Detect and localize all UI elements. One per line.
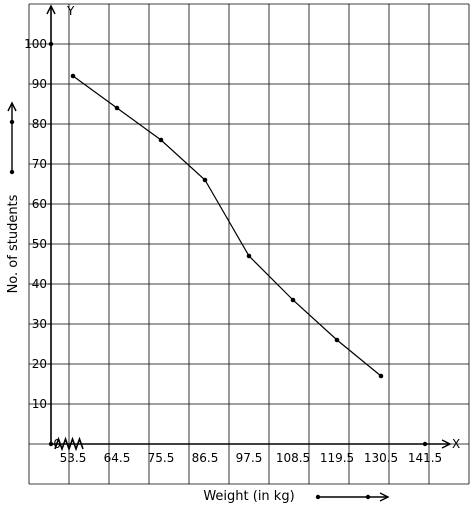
data-point xyxy=(334,337,340,343)
y-tick-label: 40 xyxy=(32,277,47,291)
axis-labels: Y X 0 Weight (in kg) No. of students xyxy=(6,4,460,504)
y-axis-arrowhead xyxy=(46,4,56,15)
axis-break-zigzag xyxy=(54,436,84,452)
tick-labels: 10 20 30 40 50 60 70 80 90 100 53.5 64.5 75.5 86.5 97.… xyxy=(24,37,442,465)
x-tick-label: 75.5 xyxy=(148,451,175,465)
ylabel-arrow-dot xyxy=(9,119,15,125)
data-point xyxy=(378,373,384,379)
y-axis-title: No. of students xyxy=(6,194,21,293)
x-tick-label: 53.5 xyxy=(60,451,87,465)
x-axis-end-dot xyxy=(422,441,428,447)
direction-arrows xyxy=(7,101,390,502)
data-point xyxy=(202,177,208,183)
y-tick-label: 10 xyxy=(32,397,47,411)
xlabel-arrow-head xyxy=(379,492,390,502)
x-tick-label: 141.5 xyxy=(408,451,442,465)
data-point xyxy=(158,137,164,143)
ylabel-arrow-head xyxy=(7,101,17,112)
x-tick-label: 119.5 xyxy=(320,451,354,465)
y-axis-letter: Y xyxy=(66,4,75,18)
data-point xyxy=(246,253,252,259)
x-axis-arrowhead xyxy=(441,439,452,449)
ylabel-arrow-dot xyxy=(9,169,15,175)
y-tick-label: 90 xyxy=(32,77,47,91)
y-tick-label: 100 xyxy=(24,37,47,51)
data-series xyxy=(70,73,384,379)
origin-dot xyxy=(48,441,54,447)
data-point xyxy=(290,297,296,303)
origin-label: 0 xyxy=(53,437,61,451)
y-tick-label: 70 xyxy=(32,157,47,171)
axes xyxy=(46,4,452,452)
x-axis-title: Weight (in kg) xyxy=(203,489,294,504)
x-tick-label: 86.5 xyxy=(192,451,219,465)
y-tick-label: 80 xyxy=(32,117,47,131)
series-line xyxy=(72,75,382,377)
y-tick-label: 50 xyxy=(32,237,47,251)
data-point xyxy=(70,73,76,79)
x-tick-label: 97.5 xyxy=(236,451,263,465)
x-tick-label: 108.5 xyxy=(276,451,310,465)
x-tick-label: 130.5 xyxy=(364,451,398,465)
x-axis-letter: X xyxy=(452,437,460,451)
xlabel-arrow-dot xyxy=(365,494,371,500)
y-tick-label: 60 xyxy=(32,197,47,211)
data-point xyxy=(114,105,120,111)
y-tick-label: 30 xyxy=(32,317,47,331)
grid xyxy=(28,3,470,485)
xlabel-arrow-dot xyxy=(315,494,321,500)
x-tick-label: 64.5 xyxy=(104,451,131,465)
y-tick-label: 20 xyxy=(32,357,47,371)
